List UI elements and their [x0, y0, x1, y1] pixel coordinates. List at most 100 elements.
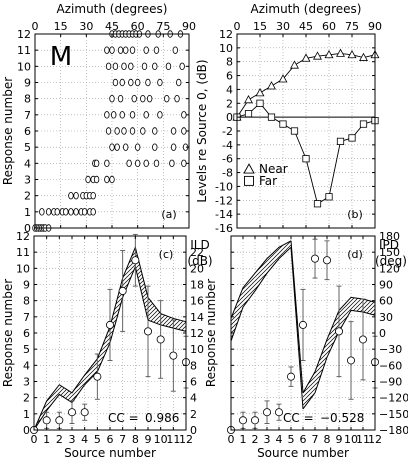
near-marker: [290, 60, 299, 69]
legend-marker-far: [244, 175, 254, 186]
cc-label-d: CC =: [283, 411, 314, 425]
right-tick-label-c: 22: [190, 246, 204, 259]
hatch-line: [123, 247, 186, 430]
y-axis-title-c: Response number: [1, 279, 15, 387]
mean-response-point-d: [250, 416, 259, 425]
hatch-line: [44, 230, 274, 460]
band-upper-d1: [230, 240, 292, 319]
y-tick-label-c: 0: [23, 424, 30, 437]
x-tick-label-c: 8: [132, 433, 139, 446]
response-point: [121, 127, 127, 135]
near-marker: [244, 94, 253, 104]
y-tick-label-a: 2: [24, 190, 31, 203]
y-tick-label-a: 9: [24, 77, 31, 90]
near-marker: [301, 53, 311, 62]
hatch-line: [231, 240, 275, 342]
response-point: [129, 127, 136, 135]
y-tick-label-b: 4: [226, 83, 233, 96]
hatch-line: [48, 230, 278, 460]
response-point: [81, 208, 88, 216]
hatch-line: [303, 297, 375, 409]
y-tick-label-c: 3: [23, 376, 30, 389]
right-tick-label-d: −30: [379, 343, 402, 356]
x-tick-label-c: 12: [179, 433, 193, 446]
response-point: [104, 46, 110, 54]
right-tick-label-c: 14: [190, 311, 204, 324]
response-point: [90, 208, 96, 216]
right-tick-label-c: 2: [190, 408, 197, 421]
hatch-line: [47, 247, 186, 430]
response-point: [122, 143, 129, 151]
mean-response-point-c: [131, 256, 140, 265]
x-tick-label-d: 8: [324, 433, 331, 446]
y-tick-label-a: 10: [17, 60, 31, 73]
x-tick-label-d: 0: [228, 433, 235, 446]
response-point: [129, 111, 136, 119]
response-point: [54, 208, 60, 216]
response-point: [146, 94, 153, 103]
hatch-line: [231, 240, 291, 342]
x-tick-label-d: 4: [276, 433, 283, 446]
mean-response-point-d: [310, 254, 319, 263]
hatch-line: [231, 240, 291, 342]
hatch-line: [231, 240, 291, 342]
response-point: [109, 94, 115, 103]
hatch-line: [231, 240, 259, 342]
hatch-line: [231, 240, 291, 342]
x-tick-label-c: 10: [154, 433, 168, 446]
panel-label-a: (a): [161, 208, 176, 221]
response-point: [153, 159, 160, 168]
y-tick-label-c: 11: [16, 246, 30, 259]
response-point: [119, 78, 125, 87]
y-tick-label-c: 2: [23, 392, 30, 405]
far-marker: [279, 120, 287, 128]
right-tick-label-d: −120: [379, 392, 408, 405]
hatch-line: [231, 240, 291, 342]
right-tick-label-c: 20: [190, 262, 204, 275]
response-point: [117, 94, 124, 103]
far-marker: [348, 134, 356, 142]
x-tick-label-b: 90: [368, 20, 382, 33]
x-axis-title-b: Azimuth (degrees): [251, 2, 362, 16]
response-point: [170, 143, 177, 151]
response-point: [143, 159, 149, 168]
x-tick-label-b: 15: [253, 20, 267, 33]
response-point: [112, 78, 119, 87]
mean-response-point-d: [322, 256, 331, 265]
y-tick-label-b: -12: [215, 194, 233, 207]
y-tick-label-c: 9: [23, 279, 30, 292]
response-point: [172, 46, 179, 54]
hatch-line: [60, 230, 290, 460]
y-tick-label-b: 8: [226, 56, 233, 69]
cc-value-c: 0.986: [145, 411, 179, 425]
panel-label-c: (c): [159, 248, 174, 261]
far-marker: [256, 99, 264, 107]
right-tick-label-d: 60: [379, 295, 393, 308]
mean-response-point-d: [274, 408, 283, 417]
response-point: [73, 191, 79, 200]
right-tick-label-c: 8: [190, 359, 197, 372]
hatch-line: [231, 240, 263, 342]
mean-response-point-c: [156, 335, 165, 344]
right-tick-label-c: 12: [190, 327, 204, 340]
mean-response-point-c: [68, 408, 77, 417]
response-point: [153, 46, 160, 54]
response-point: [39, 208, 45, 216]
response-point: [134, 143, 141, 151]
y-tick-label-c: 4: [23, 359, 30, 372]
x-tick-label-a: 0: [32, 20, 39, 33]
hatch-line: [231, 240, 279, 342]
y-tick-label-c: 6: [23, 327, 30, 340]
response-point: [152, 127, 158, 135]
right-axis-unit-d: (deg): [375, 254, 407, 268]
response-point: [85, 175, 91, 184]
hatch-line: [231, 240, 287, 342]
mean-response-point-d: [298, 320, 307, 329]
y-axis-title-a: Response number: [1, 77, 15, 185]
mean-response-point-d: [334, 327, 343, 336]
y-tick-label-b: -4: [222, 139, 233, 152]
right-tick-label-c: 6: [190, 376, 197, 389]
y-tick-label-c: 7: [23, 311, 30, 324]
